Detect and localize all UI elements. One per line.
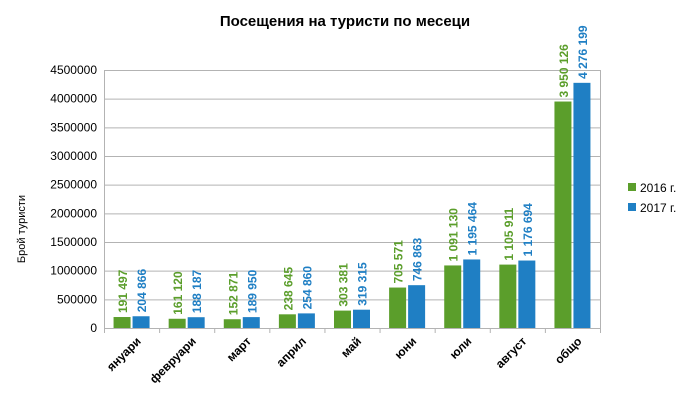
x-tick-label: юли	[447, 334, 475, 362]
data-labels: 191 497 204 866 161 120 188 187 152 871 189 9…	[116, 25, 590, 315]
data-label: 152 871	[226, 272, 240, 316]
y-tick-label: 4000000	[50, 92, 97, 106]
y-tick-label: 3000000	[50, 149, 97, 163]
y-tick-label: 500000	[57, 292, 97, 306]
y-tick-label: 1500000	[50, 235, 97, 249]
bar-series2	[353, 309, 370, 328]
bar-series2	[297, 313, 315, 328]
data-label: 1 176 694	[521, 203, 535, 257]
data-label: 1 105 911	[502, 208, 516, 261]
y-tick-label: 2000000	[50, 206, 97, 220]
legend-label: 2016 г.	[640, 181, 676, 195]
y-tick-label: 3500000	[50, 120, 97, 134]
data-label: 303 381	[337, 263, 351, 307]
gridlines	[104, 70, 600, 329]
data-label: 4 276 199	[576, 25, 590, 79]
bar-series2	[573, 82, 591, 328]
bar-series2	[408, 285, 426, 328]
bar-series1	[168, 318, 186, 328]
y-tick-label: 4500000	[50, 63, 97, 77]
bar-series1	[223, 319, 241, 328]
chart-title: Посещения на туристи по месеци	[220, 13, 470, 30]
data-label: 204 866	[135, 269, 149, 313]
x-tick-label: март	[224, 334, 254, 364]
x-tick-label: април	[273, 334, 309, 370]
bar-series1	[278, 314, 296, 328]
x-tick-label: общо	[552, 334, 585, 367]
data-label: 705 571	[392, 240, 406, 284]
bar-series2	[187, 317, 205, 328]
bar-series2	[463, 259, 481, 328]
bar-series2	[242, 317, 260, 328]
data-label: 191 497	[116, 269, 130, 313]
data-label: 1 091 130	[447, 208, 461, 262]
x-tick-label: януари	[104, 334, 144, 374]
legend-label: 2017 г.	[640, 201, 676, 215]
axes: 0 500000 1000000 1500000 2000000 2500000 30000…	[50, 63, 601, 386]
data-label: 254 860	[300, 266, 314, 310]
bar-series1	[113, 317, 131, 328]
legend-swatch	[628, 203, 636, 211]
data-label: 319 315	[356, 262, 370, 306]
x-tick-label: август	[493, 334, 530, 371]
y-axis-label: Брой туристи	[16, 195, 28, 263]
legend-swatch	[628, 183, 636, 191]
x-tick-label: юни	[392, 334, 419, 361]
bar-series1	[554, 101, 572, 328]
bar-series2	[132, 316, 150, 328]
bar-series1	[389, 287, 407, 328]
legend: 2016 г. 2017 г.	[628, 181, 676, 215]
x-tick-label: февруари	[147, 334, 199, 386]
data-label: 189 950	[245, 269, 259, 313]
x-tick-label: май	[338, 334, 364, 360]
data-label: 746 863	[411, 237, 425, 281]
y-tick-label: 1000000	[50, 264, 97, 278]
bar-series2	[518, 260, 536, 328]
bar-series1	[334, 310, 351, 328]
y-tick-label: 0	[90, 321, 97, 335]
data-label: 3 950 126	[557, 44, 571, 98]
bar-series1	[444, 265, 462, 328]
plot-area	[113, 82, 591, 328]
data-label: 161 120	[171, 271, 185, 315]
data-label: 1 195 464	[466, 202, 480, 256]
bar-series1	[499, 264, 517, 328]
data-label: 188 187	[190, 270, 204, 314]
y-tick-label: 2500000	[50, 178, 97, 192]
data-label: 238 645	[281, 267, 295, 311]
